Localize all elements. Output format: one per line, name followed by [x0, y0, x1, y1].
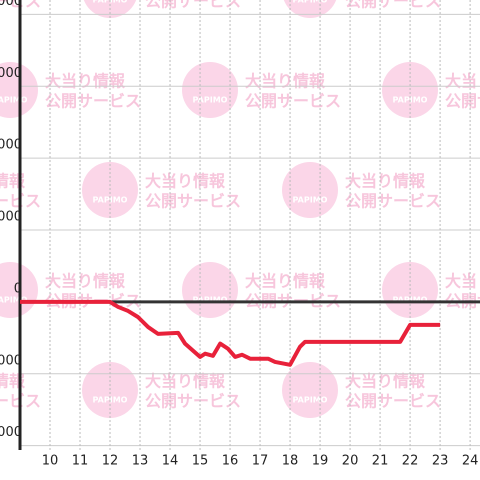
watermark-brand: PAPIMO [293, 0, 328, 5]
watermark-text: 大当り情報 [145, 372, 226, 391]
x-tick-label: 12 [102, 454, 119, 469]
watermark-text: 公開サービス [45, 92, 141, 111]
watermark-text: 大当り情報 [345, 172, 426, 191]
watermark-logo [282, 162, 338, 218]
x-tick-label: 24 [462, 454, 479, 469]
x-tick-label: 11 [72, 454, 89, 469]
watermark-text: 公開サービス [345, 0, 441, 11]
y-tick-label: -20,000 [0, 425, 22, 440]
watermark-logo [283, 0, 337, 18]
x-tick-label: 16 [222, 454, 239, 469]
x-tick-label: 15 [192, 454, 209, 469]
watermark-logo [182, 262, 238, 318]
watermark-text: 公開サービス [345, 192, 441, 211]
y-tick-label: -10,000 [0, 353, 22, 368]
watermark-text: 大当り情報 [245, 72, 326, 91]
watermark-text: 公開サービス [145, 392, 241, 411]
watermark-brand: PAPIMO [0, 96, 28, 105]
watermark-text: 公開サービス [445, 92, 480, 111]
y-tick-label: 10,000 [0, 210, 22, 225]
x-tick-label: 18 [282, 454, 299, 469]
watermark-text: 大当り情報 [0, 172, 26, 191]
watermark-text: 大当り情報 [45, 72, 126, 91]
watermark-brand: PAPIMO [193, 96, 228, 105]
x-tick-label: 13 [132, 454, 149, 469]
watermark-text: 大当り情報 [45, 272, 126, 291]
watermark-logo [182, 62, 238, 118]
watermark-brand: PAPIMO [0, 296, 28, 305]
watermark-brand: PAPIMO [293, 196, 328, 205]
watermark-text: 大当り情報 [0, 372, 26, 391]
y-tick-label: 40,000 [0, 0, 22, 9]
x-tick-label: 23 [432, 454, 449, 469]
watermark-text: 大当り情報 [145, 172, 226, 191]
watermark-text: 大当り情報 [445, 272, 480, 291]
watermark-text: 大当り情報 [445, 72, 480, 91]
y-tick-label: 30,000 [0, 66, 22, 81]
watermark-brand: PAPIMO [193, 296, 228, 305]
watermark-brand: PAPIMO [293, 396, 328, 405]
y-tick-label: 0 [14, 281, 22, 296]
y-tick-label: 20,000 [0, 138, 22, 153]
x-tick-label: 14 [162, 454, 179, 469]
data-line [20, 299, 441, 367]
watermark-brand: PAPIMO [93, 0, 128, 5]
watermark-text: 公開サービス [245, 92, 341, 111]
watermark-text: 大当り情報 [245, 272, 326, 291]
watermark-text: 公開サービス [145, 192, 241, 211]
watermark-text: 公開サービス [145, 0, 241, 11]
watermark-text: 大当り情報 [345, 372, 426, 391]
watermark-logo [282, 362, 338, 418]
x-tick-label: 19 [312, 454, 329, 469]
x-tick-label: 21 [372, 454, 389, 469]
x-tick-label: 22 [402, 454, 419, 469]
x-tick-label: 17 [252, 454, 269, 469]
x-tick-label: 20 [342, 454, 359, 469]
x-tick-label: 10 [42, 454, 59, 469]
watermark-text: 公開サービス [345, 392, 441, 411]
